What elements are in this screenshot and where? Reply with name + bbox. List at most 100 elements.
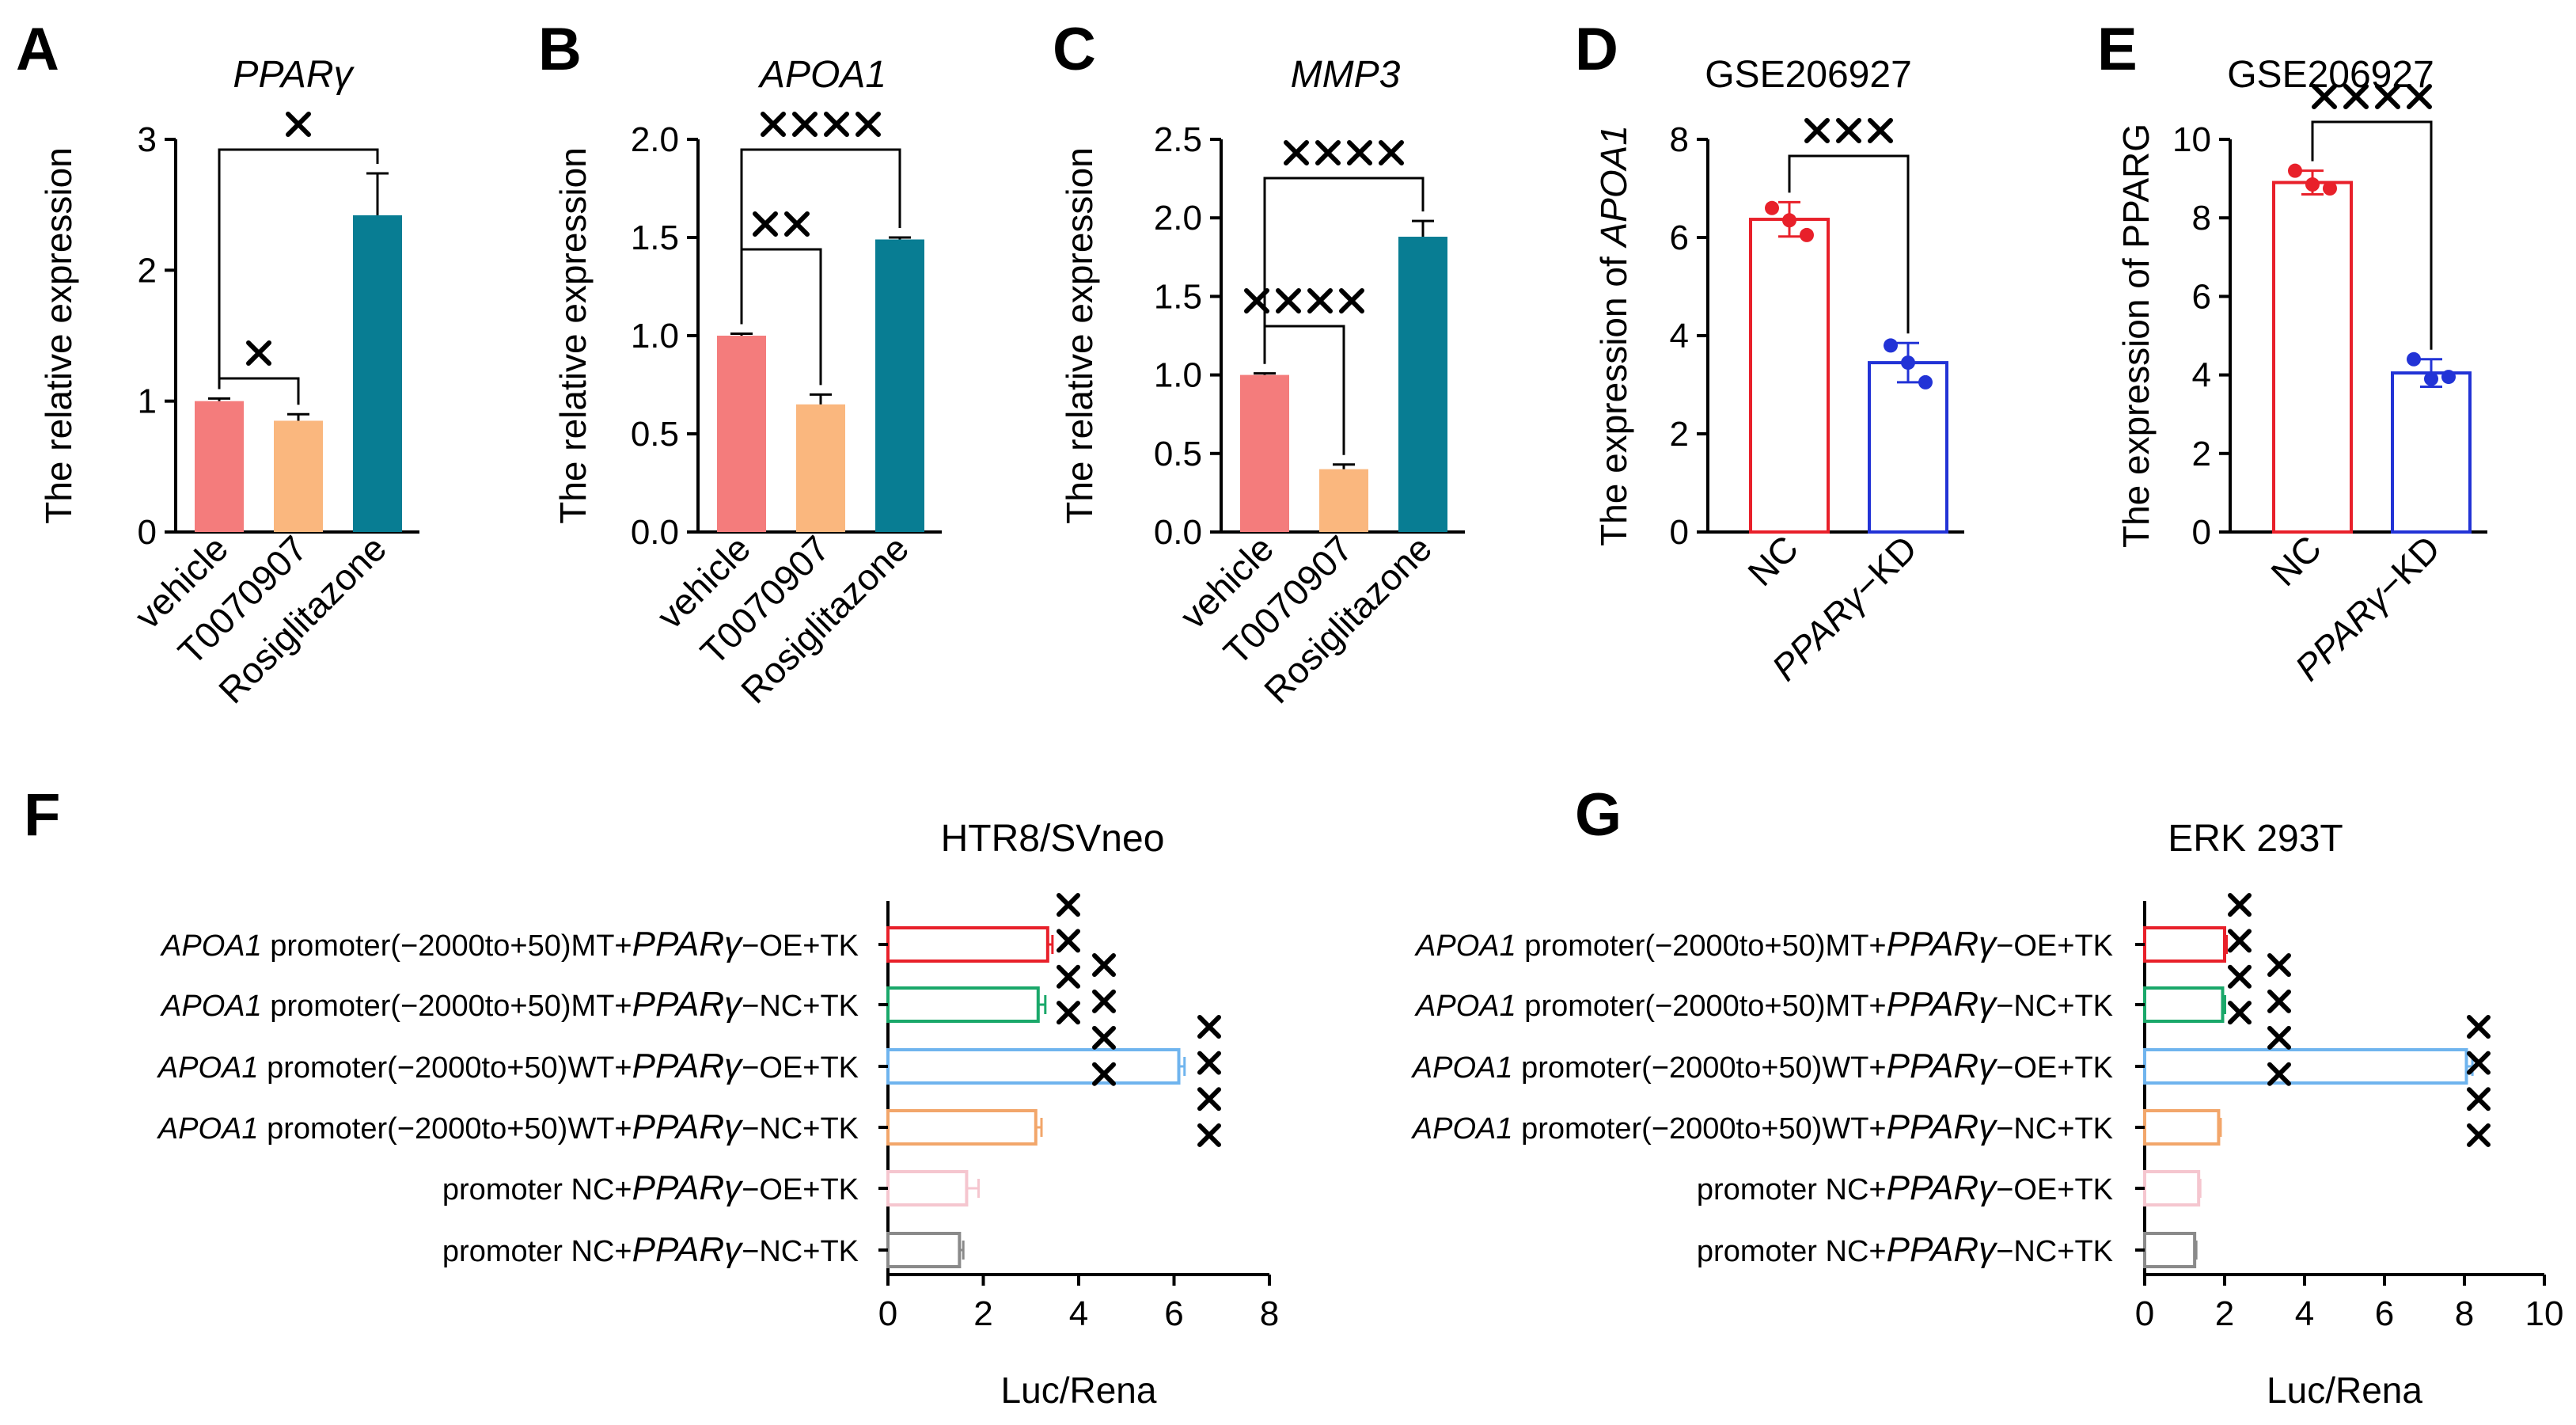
y-tick-label-part: PPARγ <box>1887 925 1999 963</box>
y-tick-label-part: PPARγ <box>632 1230 745 1269</box>
bar <box>886 1170 969 1206</box>
data-point <box>2323 181 2337 196</box>
bar <box>875 239 924 532</box>
significance-mark <box>1307 288 1333 314</box>
significance-label <box>1244 288 1364 314</box>
y-tick-label: 8 <box>1670 120 1689 159</box>
y-tick-label-part: promoter(−2000to+50)WT+ <box>259 1112 632 1146</box>
y-tick-label-part: PPARγ <box>632 1168 745 1207</box>
cross-stroke <box>2312 84 2337 109</box>
bar <box>1749 218 1830 534</box>
y-tick-label-part: −NC+TK <box>1996 990 2113 1023</box>
significance-mark <box>2267 1062 2291 1086</box>
bar <box>886 986 1040 1023</box>
data-point <box>1800 227 1814 242</box>
cross-stroke <box>1307 288 1333 314</box>
y-tick-label-part: PPARγ <box>632 1108 745 1146</box>
y-tick-label: APOA1 promoter(−2000to+50)MT+PPARγ−OE+TK <box>160 925 859 963</box>
bar <box>2143 1109 2221 1146</box>
y-tick-label-part: PPARγ <box>1887 1230 1999 1269</box>
y-tick-label-part: APOA1 <box>157 1051 259 1085</box>
cross-stroke <box>2467 1123 2491 1147</box>
y-tick-label-part: −NC+TK <box>742 1112 859 1146</box>
x-tick-label: NC <box>1739 527 1806 594</box>
y-tick-label: 6 <box>2192 277 2211 316</box>
y-tick-label: 1.5 <box>1154 277 1202 316</box>
y-tick-label-part: APOA1 <box>160 929 262 963</box>
panel-label-a: A <box>16 16 59 83</box>
y-tick-label-part: promoter(−2000to+50)MT+ <box>1516 929 1887 963</box>
significance-label <box>1092 953 1116 1086</box>
bar <box>2143 926 2226 963</box>
significance-mark <box>1092 1025 1116 1050</box>
significance-label <box>1284 140 1404 165</box>
y-tick-label-part: PPARγ <box>1887 985 1999 1024</box>
cross-stroke <box>1197 1087 1221 1112</box>
y-axis-label-part: The expression of <box>1593 247 1634 546</box>
y-tick-label: 0.0 <box>1154 513 1202 552</box>
y-tick-label: 8 <box>2192 199 2211 238</box>
cross-stroke <box>1197 1015 1221 1039</box>
significance-mark <box>1057 929 1080 953</box>
y-tick-label-part: PPARγ <box>1887 1168 1999 1207</box>
data-point <box>2288 163 2302 178</box>
significance-label <box>1804 118 1893 143</box>
y-tick-label: 2 <box>138 251 157 290</box>
y-tick-label-part: promoter(−2000to+50)MT+ <box>262 990 632 1023</box>
significance-mark <box>2467 1123 2491 1147</box>
data-point <box>2441 370 2456 385</box>
y-tick-label-part: APOA1 <box>1411 1112 1513 1146</box>
significance-mark <box>1379 140 1404 165</box>
y-tick-label: 2 <box>2192 435 2211 473</box>
y-tick-label-part: promoter NC+ <box>1697 1173 1887 1206</box>
bar <box>2143 1170 2201 1206</box>
y-axis-label: The relative expression <box>1059 147 1100 524</box>
y-tick-label-part: −NC+TK <box>742 1235 859 1268</box>
significance-mark <box>2467 1015 2491 1039</box>
cross-stroke <box>1197 1051 1221 1075</box>
significance-mark <box>1276 288 1301 314</box>
x-tick-label: 6 <box>1164 1294 1183 1333</box>
cross-stroke <box>1339 288 1364 314</box>
significance-mark <box>2228 893 2252 917</box>
significance-mark <box>1197 1051 1221 1075</box>
y-tick-label-part: promoter(−2000to+50)WT+ <box>1513 1112 1887 1146</box>
significance-mark <box>1197 1123 1221 1147</box>
y-axis-label: The relative expression <box>38 147 79 524</box>
bar <box>886 926 1049 963</box>
y-tick-label-part: promoter(−2000to+50)WT+ <box>1513 1051 1887 1085</box>
panel-label-b: B <box>538 16 582 83</box>
x-tick-label: 6 <box>2375 1294 2394 1333</box>
data-point <box>2407 352 2421 367</box>
data-point <box>2305 177 2320 192</box>
significance-mark <box>1197 1087 1221 1112</box>
y-tick-label: 4 <box>2192 356 2211 395</box>
cross-stroke <box>1092 1025 1116 1050</box>
cross-stroke <box>2375 84 2400 109</box>
significance-mark <box>761 112 786 137</box>
bar <box>717 336 766 532</box>
cross-stroke <box>1057 929 1080 953</box>
bar <box>2391 371 2472 534</box>
significance-mark <box>1284 140 1309 165</box>
bar <box>353 215 402 532</box>
y-tick-label: APOA1 promoter(−2000to+50)WT+PPARγ−NC+TK <box>1411 1108 2113 1146</box>
significance-mark <box>1057 893 1080 917</box>
significance-mark <box>1804 118 1830 143</box>
significance-label <box>2312 84 2432 109</box>
y-tick-label: APOA1 promoter(−2000to+50)WT+PPARγ−OE+TK <box>1411 1047 2113 1085</box>
panel-label-e: E <box>2097 16 2138 83</box>
y-tick-label: APOA1 promoter(−2000to+50)MT+PPARγ−NC+TK <box>1414 985 2113 1024</box>
y-tick-label: promoter NC+PPARγ−NC+TK <box>1697 1230 2113 1269</box>
chart-title: PPARγ <box>233 54 355 96</box>
y-tick-label: 0.0 <box>631 513 679 552</box>
y-tick-label: 0 <box>2192 513 2211 552</box>
y-tick-label-part: promoter NC+ <box>1697 1235 1887 1268</box>
data-point <box>1884 338 1898 353</box>
significance-mark <box>2407 84 2432 109</box>
cross-stroke <box>2228 1001 2252 1025</box>
cross-stroke <box>1347 140 1372 165</box>
